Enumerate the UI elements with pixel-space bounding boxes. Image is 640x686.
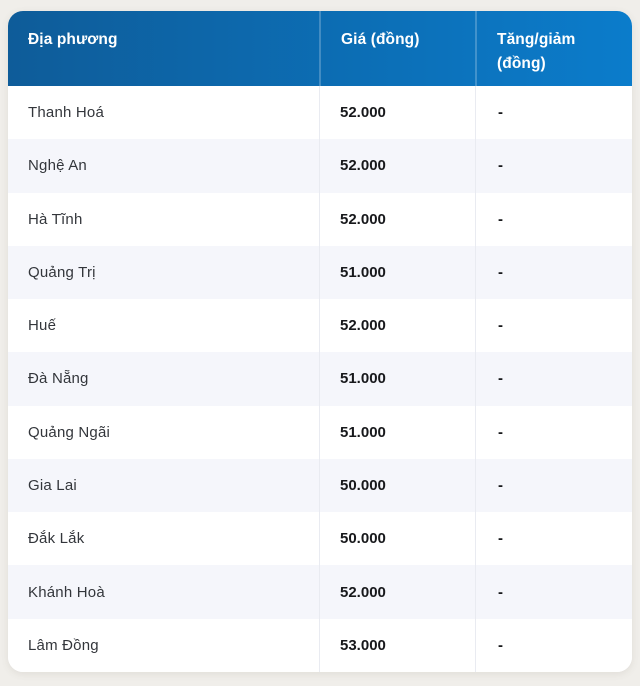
change-cell: - <box>475 139 632 193</box>
region-cell: Gia Lai <box>28 476 77 494</box>
column-header-change-label: Tăng/giảm <box>497 31 576 48</box>
price-table: Địa phương Giá (đồng) Tăng/giảm (đồng) T… <box>8 11 632 672</box>
region-cell: Khánh Hoà <box>28 583 105 601</box>
table-row: Khánh Hoà 52.000 - <box>8 565 632 619</box>
table-row: Lâm Đồng 53.000 - <box>8 618 632 672</box>
column-header-region: Địa phương <box>8 11 319 86</box>
price-cell: 50.000 <box>319 458 475 513</box>
region-cell: Nghệ An <box>28 157 87 175</box>
table-row: Nghệ An 52.000 - <box>8 139 632 193</box>
change-cell: - <box>475 245 632 300</box>
column-header-change-unit: (đồng) <box>497 55 546 72</box>
table-header-row: Địa phương Giá (đồng) Tăng/giảm (đồng) <box>8 11 632 86</box>
column-header-change: Tăng/giảm (đồng) <box>475 11 632 86</box>
change-cell: - <box>475 192 632 246</box>
change-cell: - <box>475 86 632 140</box>
change-cell: - <box>475 512 632 566</box>
table-row: Đà Nẵng 51.000 - <box>8 352 632 406</box>
column-header-price: Giá (đồng) <box>319 11 475 86</box>
table-body: Thanh Hoá 52.000 - Nghệ An 52.000 - Hà T… <box>8 86 632 672</box>
price-cell: 52.000 <box>319 299 475 353</box>
change-cell: - <box>475 618 632 672</box>
table-row: Gia Lai 50.000 - <box>8 458 632 513</box>
region-cell: Đắk Lắk <box>28 530 85 548</box>
region-cell: Đà Nẵng <box>28 370 89 388</box>
price-cell: 52.000 <box>319 139 475 193</box>
region-cell: Lâm Đồng <box>28 636 99 654</box>
region-cell: Huế <box>28 317 57 335</box>
table-row: Quảng Trị 51.000 - <box>8 245 632 300</box>
region-cell: Thanh Hoá <box>28 104 105 122</box>
change-cell: - <box>475 352 632 406</box>
price-cell: 51.000 <box>319 352 475 406</box>
price-cell: 52.000 <box>319 565 475 619</box>
table-row: Hà Tĩnh 52.000 - <box>8 192 632 246</box>
change-cell: - <box>475 405 632 459</box>
change-cell: - <box>475 565 632 619</box>
price-cell: 51.000 <box>319 405 475 459</box>
table-row: Quảng Ngãi 51.000 - <box>8 405 632 459</box>
price-cell: 52.000 <box>319 192 475 246</box>
table-row: Thanh Hoá 52.000 - <box>8 86 632 140</box>
price-cell: 50.000 <box>319 512 475 566</box>
column-header-region-label: Địa phương <box>28 31 118 48</box>
table-row: Đắk Lắk 50.000 - <box>8 512 632 566</box>
change-cell: - <box>475 458 632 513</box>
price-cell: 52.000 <box>319 86 475 140</box>
price-cell: 51.000 <box>319 245 475 300</box>
price-cell: 53.000 <box>319 618 475 672</box>
column-header-price-label: Giá (đồng) <box>341 31 420 48</box>
region-cell: Quảng Ngãi <box>28 423 111 441</box>
table-row: Huế 52.000 - <box>8 299 632 353</box>
region-cell: Quảng Trị <box>28 263 96 281</box>
change-cell: - <box>475 299 632 353</box>
region-cell: Hà Tĩnh <box>28 210 83 228</box>
